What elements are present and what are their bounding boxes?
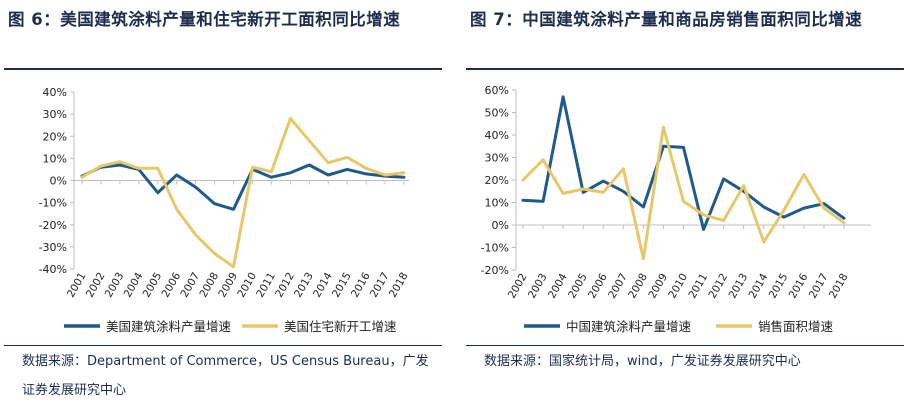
series-line-2 — [521, 125, 846, 261]
x-tick-label: 2013 — [727, 272, 751, 301]
chart-panel-left: 图 6：美国建筑涂料产量和住宅新开工面积同比增速 40% 30% 20% 10% 0% -… — [4, 0, 442, 416]
legend-label-1: 美国建筑涂料产量增速 — [106, 319, 232, 334]
y-tick-label: 10% — [485, 197, 509, 210]
y-tick-label: 10% — [43, 152, 67, 165]
x-tick-label: 2002 — [506, 272, 530, 301]
y-tick-label: -20% — [481, 264, 509, 277]
x-tick-label: 2011 — [686, 272, 710, 301]
y-tick-label: 60% — [485, 84, 509, 97]
source-rule — [466, 345, 904, 346]
x-tick-label: 2016 — [787, 271, 811, 300]
x-tick-label: 2018 — [827, 272, 851, 301]
x-tick-label: 2014 — [747, 271, 771, 300]
chart-panel-right: 图 7：中国建筑涂料产量和商品房销售面积同比增速 60% 50% 40% 30% 20%… — [466, 0, 904, 416]
series-line-2 — [80, 117, 406, 269]
data-source: 数据来源：国家统计局，wind，广发证券发展研究中心 — [484, 354, 801, 369]
x-tick-label: 2003 — [526, 272, 550, 301]
y-tick-label: 20% — [485, 174, 509, 187]
y-tick-label: -20% — [39, 219, 67, 232]
y-tick-label: -10% — [481, 242, 509, 255]
y-tick-label: 0% — [50, 175, 67, 188]
line-chart-us: 40%30%20%10%0%-10%-20%-30%-40%2001200220… — [39, 86, 411, 334]
series-line-1 — [80, 163, 406, 211]
x-tick-label: 2006 — [586, 271, 610, 300]
chart-title: 图 6：美国建筑涂料产量和住宅新开工面积同比增速 — [8, 10, 401, 29]
x-tick-label: 2015 — [767, 272, 791, 301]
y-tick-label: 0% — [492, 219, 509, 232]
data-source: 数据来源：Department of Commerce，US Census Bu… — [22, 354, 429, 398]
line-chart-china: 60% 50% 40% 30% 20% 10% 0% -10% -20%200220032004… — [481, 84, 871, 334]
x-tick-label: 2018 — [387, 271, 411, 300]
legend-label-2: 美国住宅新开工增速 — [284, 319, 397, 334]
y-tick-label: -40% — [39, 263, 67, 276]
y-tick-label: 40% — [43, 86, 67, 99]
y-tick-label: 30% — [43, 108, 67, 121]
x-tick-label: 2008 — [626, 272, 650, 301]
series-line-1 — [521, 95, 846, 231]
title-rule — [4, 68, 442, 70]
x-tick-label: 2007 — [606, 272, 630, 301]
x-tick-label: 2017 — [807, 272, 831, 301]
source-rule — [4, 345, 442, 346]
x-tick-label: 2009 — [646, 272, 670, 301]
y-tick-label: -10% — [39, 197, 67, 210]
x-tick-label: 2005 — [566, 272, 590, 301]
y-tick-label: -30% — [39, 241, 67, 254]
y-tick-label: 50% — [485, 107, 509, 120]
y-tick-label: 30% — [485, 152, 509, 165]
y-tick-label: 40% — [485, 129, 509, 142]
y-tick-label: 20% — [43, 130, 67, 143]
x-tick-label: 2010 — [666, 272, 690, 301]
x-tick-label: 2004 — [546, 271, 570, 300]
legend-label-1: 中国建筑涂料产量增速 — [566, 319, 692, 334]
x-tick-label: 2012 — [706, 272, 730, 301]
title-rule — [466, 68, 904, 70]
chart-title: 图 7：中国建筑涂料产量和商品房销售面积同比增速 — [470, 10, 863, 29]
legend-label-2: 销售面积增速 — [758, 319, 834, 334]
